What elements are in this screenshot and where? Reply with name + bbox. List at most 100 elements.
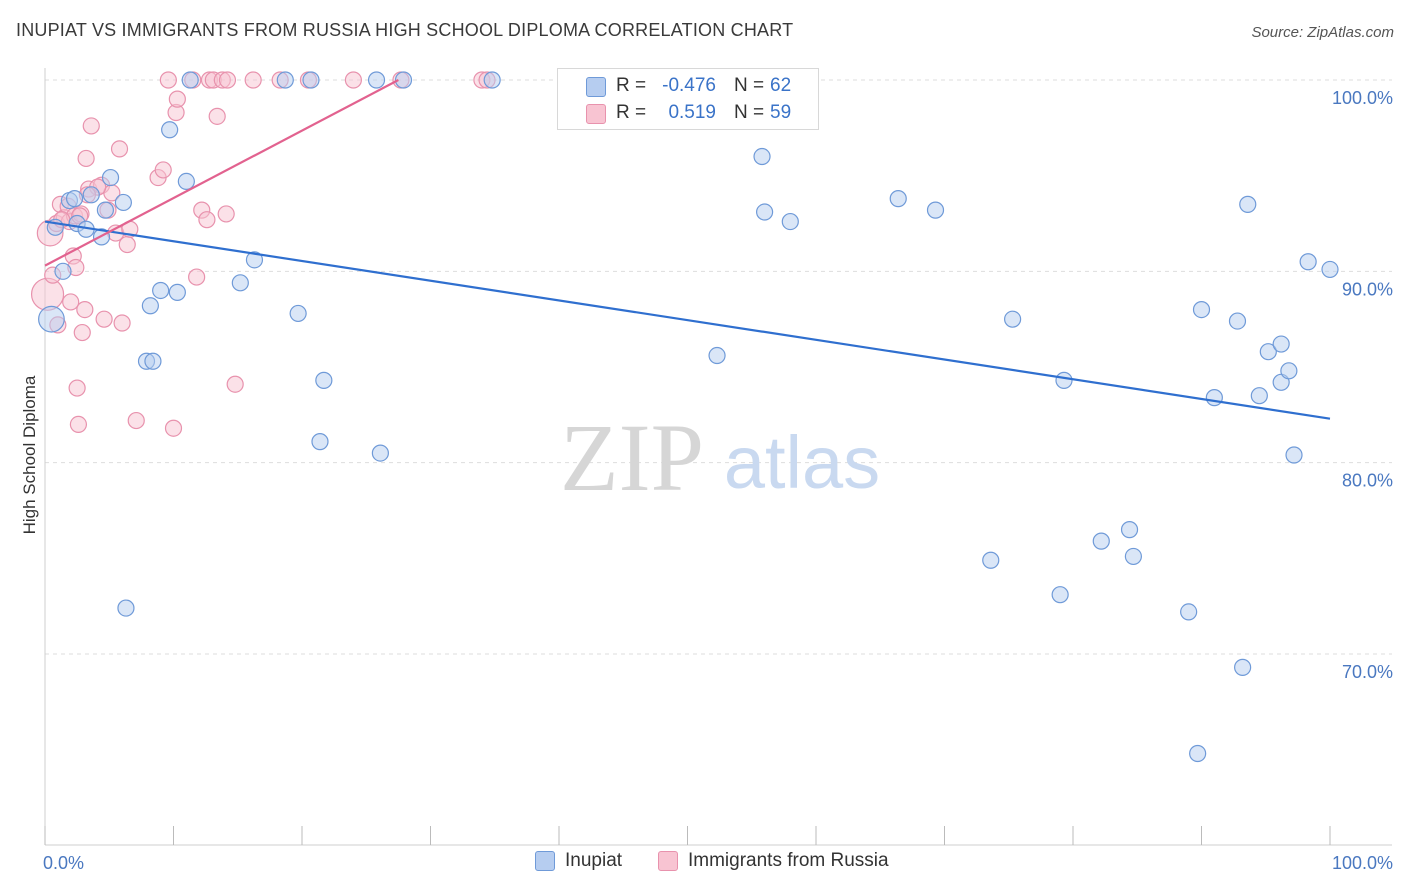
inupiat-point [394,71,413,89]
russia-point [244,71,262,89]
inupiat-point [152,281,170,300]
inupiat-point [1205,389,1223,407]
russia-point [226,375,244,393]
russia-point [76,301,94,319]
inupiat-point [1272,335,1290,353]
inupiat-point [483,71,501,89]
legend: Inupiat Immigrants from Russia [0,850,1406,878]
inupiat-point [181,71,199,89]
russia-point [198,211,216,229]
inupiat-point [54,262,72,280]
inupiat-point [38,305,65,333]
russia-point [77,149,95,168]
inupiat-point [114,193,132,212]
inupiat-trend-line [44,220,1331,420]
inupiat-point [1285,446,1303,464]
n-value: 59 [770,102,792,123]
russia-point [69,415,88,433]
russia-point [208,107,226,125]
y-tick-label: 90.0% [1342,279,1393,299]
russia-point [82,117,100,135]
russia-trend-line [44,79,399,267]
trend-lines [44,79,1331,420]
inupiat-point [1192,301,1211,319]
legend-item-immigrants-from-russia[interactable]: Immigrants from Russia [658,850,889,872]
inupiat-point [289,304,307,323]
inupiat-point [1092,532,1110,550]
inupiat-point [117,599,135,617]
russia-point [159,71,177,89]
inupiat-point [141,297,159,315]
stat-row-immigrants-from-russia: R = 0.519 N = 59 [558,100,820,128]
inupiat-point [1051,586,1069,604]
russia-point [344,71,362,89]
inupiat-point [371,444,389,462]
stat-row-inupiat: R = -0.476 N = 62 [558,73,820,101]
inupiat-point [1239,195,1257,213]
russia-point [30,277,65,311]
inupiat-point [276,71,294,89]
source-label: Source: ZipAtlas.com [1251,24,1394,41]
inupiat-point [96,201,114,219]
watermark-atlas: atlas [724,421,880,504]
legend-label: Inupiat [565,850,623,871]
inupiat-point [1180,603,1198,621]
inupiat-swatch [535,851,555,871]
inupiat-point [1004,310,1022,328]
inupiat-point [926,201,945,219]
russia-point [164,419,183,437]
russia-point [118,235,136,254]
inupiat-point [889,190,907,208]
inupiat-point [1228,312,1247,330]
inupiat-point [302,71,320,89]
r-value: 0.519 [668,102,716,123]
inupiat-point [753,147,771,166]
inupiat-point [65,190,84,208]
inupiat-point [1120,521,1139,539]
legend-item-inupiat[interactable]: Inupiat [535,850,622,872]
inupiat-point [231,274,249,292]
russia-point [62,293,80,311]
inupiat-point [1299,253,1317,271]
inupiat-point [177,172,195,191]
inupiat-point [1250,387,1268,405]
chart-title: INUPIAT VS IMMIGRANTS FROM RUSSIA HIGH S… [16,20,794,40]
russia-point [188,268,206,286]
r-value: -0.476 [662,75,716,96]
inupiat-point [781,212,799,231]
inupiat-point [367,71,386,89]
n-value: 62 [770,75,792,96]
axis-layer [44,68,1392,846]
inupiat-point [1280,362,1298,380]
r-label: R = [616,75,647,96]
inupiat-point [168,283,186,301]
russia-point [68,379,86,397]
x-tick-label: 100.0% [1332,853,1393,873]
inupiat-point [315,371,333,389]
r-label: R = [616,102,647,123]
legend-label: Immigrants from Russia [688,850,889,871]
russia-point [73,323,91,342]
n-label: N = [734,75,765,96]
y-tick-label: 70.0% [1342,662,1393,682]
inupiat-point [1124,547,1142,566]
inupiat-point [1234,658,1252,676]
n-label: N = [734,102,765,123]
inupiat-point [144,352,162,370]
russia-point [218,71,237,89]
y-tick-label: 80.0% [1342,471,1393,491]
inupiat-point [311,433,329,451]
inupiat-point [708,346,726,365]
inupiat-point [1055,371,1073,389]
russia-point [168,90,186,108]
watermark: ZIP atlas [560,404,880,511]
russia-point [95,310,113,328]
inupiat-point [755,203,774,221]
inupiat-point [82,186,100,204]
inupiat-point [245,251,264,269]
russia-swatch [658,851,678,871]
russia-swatch [586,104,606,124]
correlation-stats-box: R = -0.476 N = 62 R = 0.519 N = 59 [557,68,819,130]
grid-layer [45,79,1392,655]
tick-labels: 70.0% 80.0% 90.0% 100.0% 0.0% 100.0% [43,88,1393,873]
